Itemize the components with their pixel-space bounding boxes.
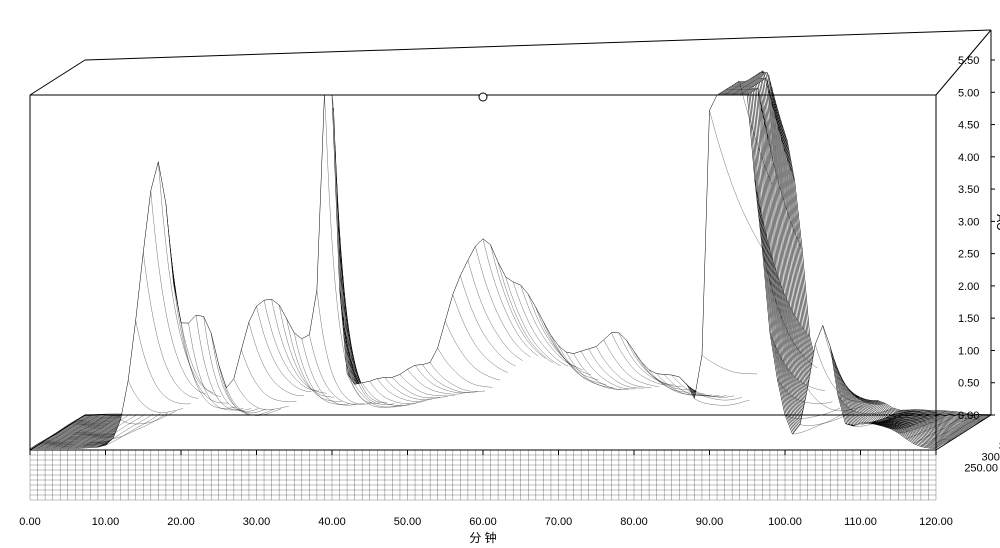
x-tick-label: 10.00 [92,516,120,528]
z-tick-label: 1.00 [958,345,979,357]
z-axis: 0.00 0.50 1.00 1.50 2.00 2.50 3.00 3.50 4.00 4.50… [958,55,995,422]
x-tick-label: 70.00 [545,516,573,528]
x-tick-label: 100.00 [768,516,802,528]
x-tick-label: 20.00 [167,516,195,528]
x-tick-label: 90.00 [696,516,724,528]
front-skirt [30,450,936,500]
z-tick-label: 4.50 [958,120,979,132]
z-tick-label: 0.00 [958,410,979,422]
x-tick-label: 80.00 [620,516,648,528]
z-tick-label: 5.00 [958,87,979,99]
z-tick-label: 1.50 [958,313,979,325]
y-tick-label: 300.00 [982,452,1000,464]
x-tick-label: 50.00 [394,516,422,528]
z-tick-label: 3.50 [958,184,979,196]
x-tick-label: 0.00 [19,516,40,528]
wireframe-3d-plot: 0.00 10.00 20.00 30.00 40.00 50.00 60.00 70.00 8… [0,0,1000,548]
z-tick-label: 0.50 [958,378,979,390]
surface-wireframe [30,71,991,450]
x-tick-label: 30.00 [243,516,271,528]
x-tick-label: 120.00 [919,516,953,528]
chart-container: 0.00 10.00 20.00 30.00 40.00 50.00 60.00 70.00 8… [0,0,1000,548]
x-tick-label: 40.00 [318,516,346,528]
top-edge-marker [479,93,487,101]
z-axis-title: AU [994,214,1000,231]
y-tick-label: 250.00 [964,462,998,474]
z-tick-label: 2.00 [958,281,979,293]
y-axis: 250.00300.00350.00 [964,441,1000,475]
x-tick-label: 60.00 [469,516,497,528]
x-tick-label: 110.00 [844,516,877,528]
z-tick-label: 4.00 [958,152,979,164]
z-tick-label: 5.50 [958,55,979,67]
x-axis: 0.00 10.00 20.00 30.00 40.00 50.00 60.00 70.00 8… [19,450,953,528]
z-tick-label: 2.50 [958,249,979,261]
x-axis-title: 分 钟 [469,530,496,545]
z-tick-label: 3.00 [958,216,979,228]
